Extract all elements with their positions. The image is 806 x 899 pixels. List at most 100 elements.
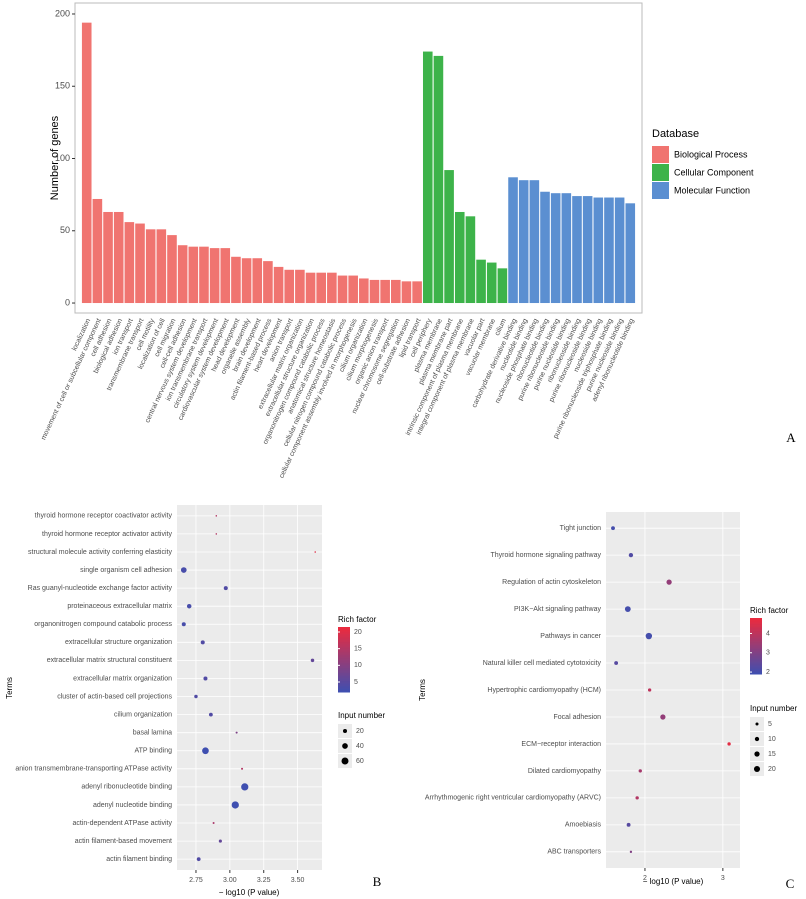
y-tick-label: actin filament-based movement: [75, 838, 172, 845]
bar: [572, 196, 582, 304]
y-tick-label: organonitrogen compound catabolic proces…: [34, 621, 172, 628]
size-key: [753, 765, 761, 773]
colorbar-step: [750, 630, 762, 633]
bar: [305, 272, 316, 304]
bar: [625, 203, 636, 304]
colorbar-step: [750, 671, 762, 674]
dot: [196, 857, 201, 862]
colorbar-step: [338, 666, 350, 669]
y-axis-title: Terms: [5, 677, 14, 699]
colorbar-step: [750, 639, 762, 641]
dot: [231, 801, 239, 809]
colorbar-step: [750, 658, 762, 661]
bar: [486, 262, 497, 304]
colorbar-step: [750, 636, 762, 639]
legend-swatch: [652, 146, 669, 163]
colorbar-step: [338, 657, 350, 660]
dot: [200, 640, 205, 645]
bar: [327, 272, 337, 304]
colorbar-step: [750, 641, 762, 644]
colorbar-step: [338, 653, 350, 656]
dot: [203, 676, 208, 681]
legend-title: Input number: [750, 704, 797, 713]
colorbar-step: [338, 667, 350, 670]
y-tick-label: 0: [65, 297, 70, 307]
bar: [177, 245, 188, 304]
dot: [208, 712, 213, 717]
bar: [167, 235, 177, 304]
colorbar-step: [750, 644, 762, 647]
dot: [635, 796, 639, 800]
x-tick-label: 2: [643, 875, 647, 882]
colorbar-step: [750, 634, 762, 637]
colorbar-step: [750, 653, 762, 655]
y-axis-title: Number of genes: [49, 115, 61, 200]
size-key: [754, 751, 760, 757]
y-tick-label: Hypertrophic cardiomyopathy (HCM): [487, 687, 601, 694]
bar: [188, 246, 199, 304]
colorbar-step: [338, 659, 350, 662]
bar: [156, 229, 167, 304]
dot: [727, 742, 731, 746]
colorbar-step: [750, 627, 762, 630]
size-key: [754, 736, 760, 742]
y-tick-label: adenyl nucleotide binding: [93, 802, 172, 809]
y-axis-title: Terms: [418, 679, 427, 701]
y-tick-label: Natural killer cell mediated cytotoxicit…: [483, 660, 602, 667]
colorbar-step: [338, 662, 350, 665]
dot: [647, 688, 652, 692]
colorbar-step: [338, 683, 350, 686]
y-tick-label: extracellular matrix organization: [73, 675, 172, 682]
size-label: 15: [768, 751, 776, 758]
colorbar-step: [750, 620, 762, 623]
colorbar-step: [338, 649, 350, 652]
y-tick-label: thyroid hormone receptor coactivator act…: [35, 513, 173, 520]
y-tick-label: basal lamina: [133, 730, 172, 737]
colorbar-step: [338, 675, 350, 678]
size-key: [342, 728, 348, 734]
colorbar-label: 5: [354, 679, 358, 686]
colorbar-step: [338, 627, 350, 630]
bar: [380, 279, 390, 304]
colorbar-step: [750, 661, 762, 664]
dot: [638, 769, 642, 773]
dot: [235, 731, 238, 734]
dot: [626, 822, 631, 827]
y-tick-label: Focal adhesion: [554, 714, 602, 721]
legend-label: Cellular Component: [674, 167, 754, 177]
size-key: [755, 722, 759, 726]
colorbar-label: 2: [766, 669, 770, 676]
bar: [518, 180, 529, 304]
y-tick-label: Regulation of actin cytoskeleton: [502, 579, 601, 586]
bar: [359, 278, 369, 304]
size-label: 40: [356, 743, 364, 750]
bar: [454, 211, 465, 304]
bar: [540, 191, 550, 304]
dot: [212, 822, 215, 825]
size-key: [342, 743, 348, 749]
colorbar-step: [750, 640, 762, 643]
colorbar-step: [338, 661, 350, 664]
bar: [465, 216, 476, 304]
size-label: 5: [768, 721, 772, 728]
colorbar-step: [338, 641, 350, 644]
legend-title: Input number: [338, 711, 385, 720]
dot: [180, 567, 187, 573]
x-tick-label: 3.00: [223, 877, 237, 884]
dot: [645, 632, 653, 640]
bar: [508, 177, 518, 304]
colorbar-step: [338, 644, 350, 647]
x-tick-label: movement of cell or subcellular componen…: [40, 318, 103, 442]
y-tick-label: actin filament binding: [106, 856, 172, 863]
colorbar-label: 4: [766, 630, 770, 637]
x-tick-label: 3.50: [291, 877, 305, 884]
y-tick-label: 150: [55, 81, 70, 91]
bar: [593, 197, 604, 304]
colorbar-step: [338, 638, 350, 641]
y-tick-label: Dilated cardiomyopathy: [528, 768, 602, 775]
bar: [422, 51, 433, 304]
colorbar-step: [750, 632, 762, 634]
colorbar-step: [338, 687, 350, 690]
x-axis-title: − log10 (P value): [219, 888, 280, 897]
